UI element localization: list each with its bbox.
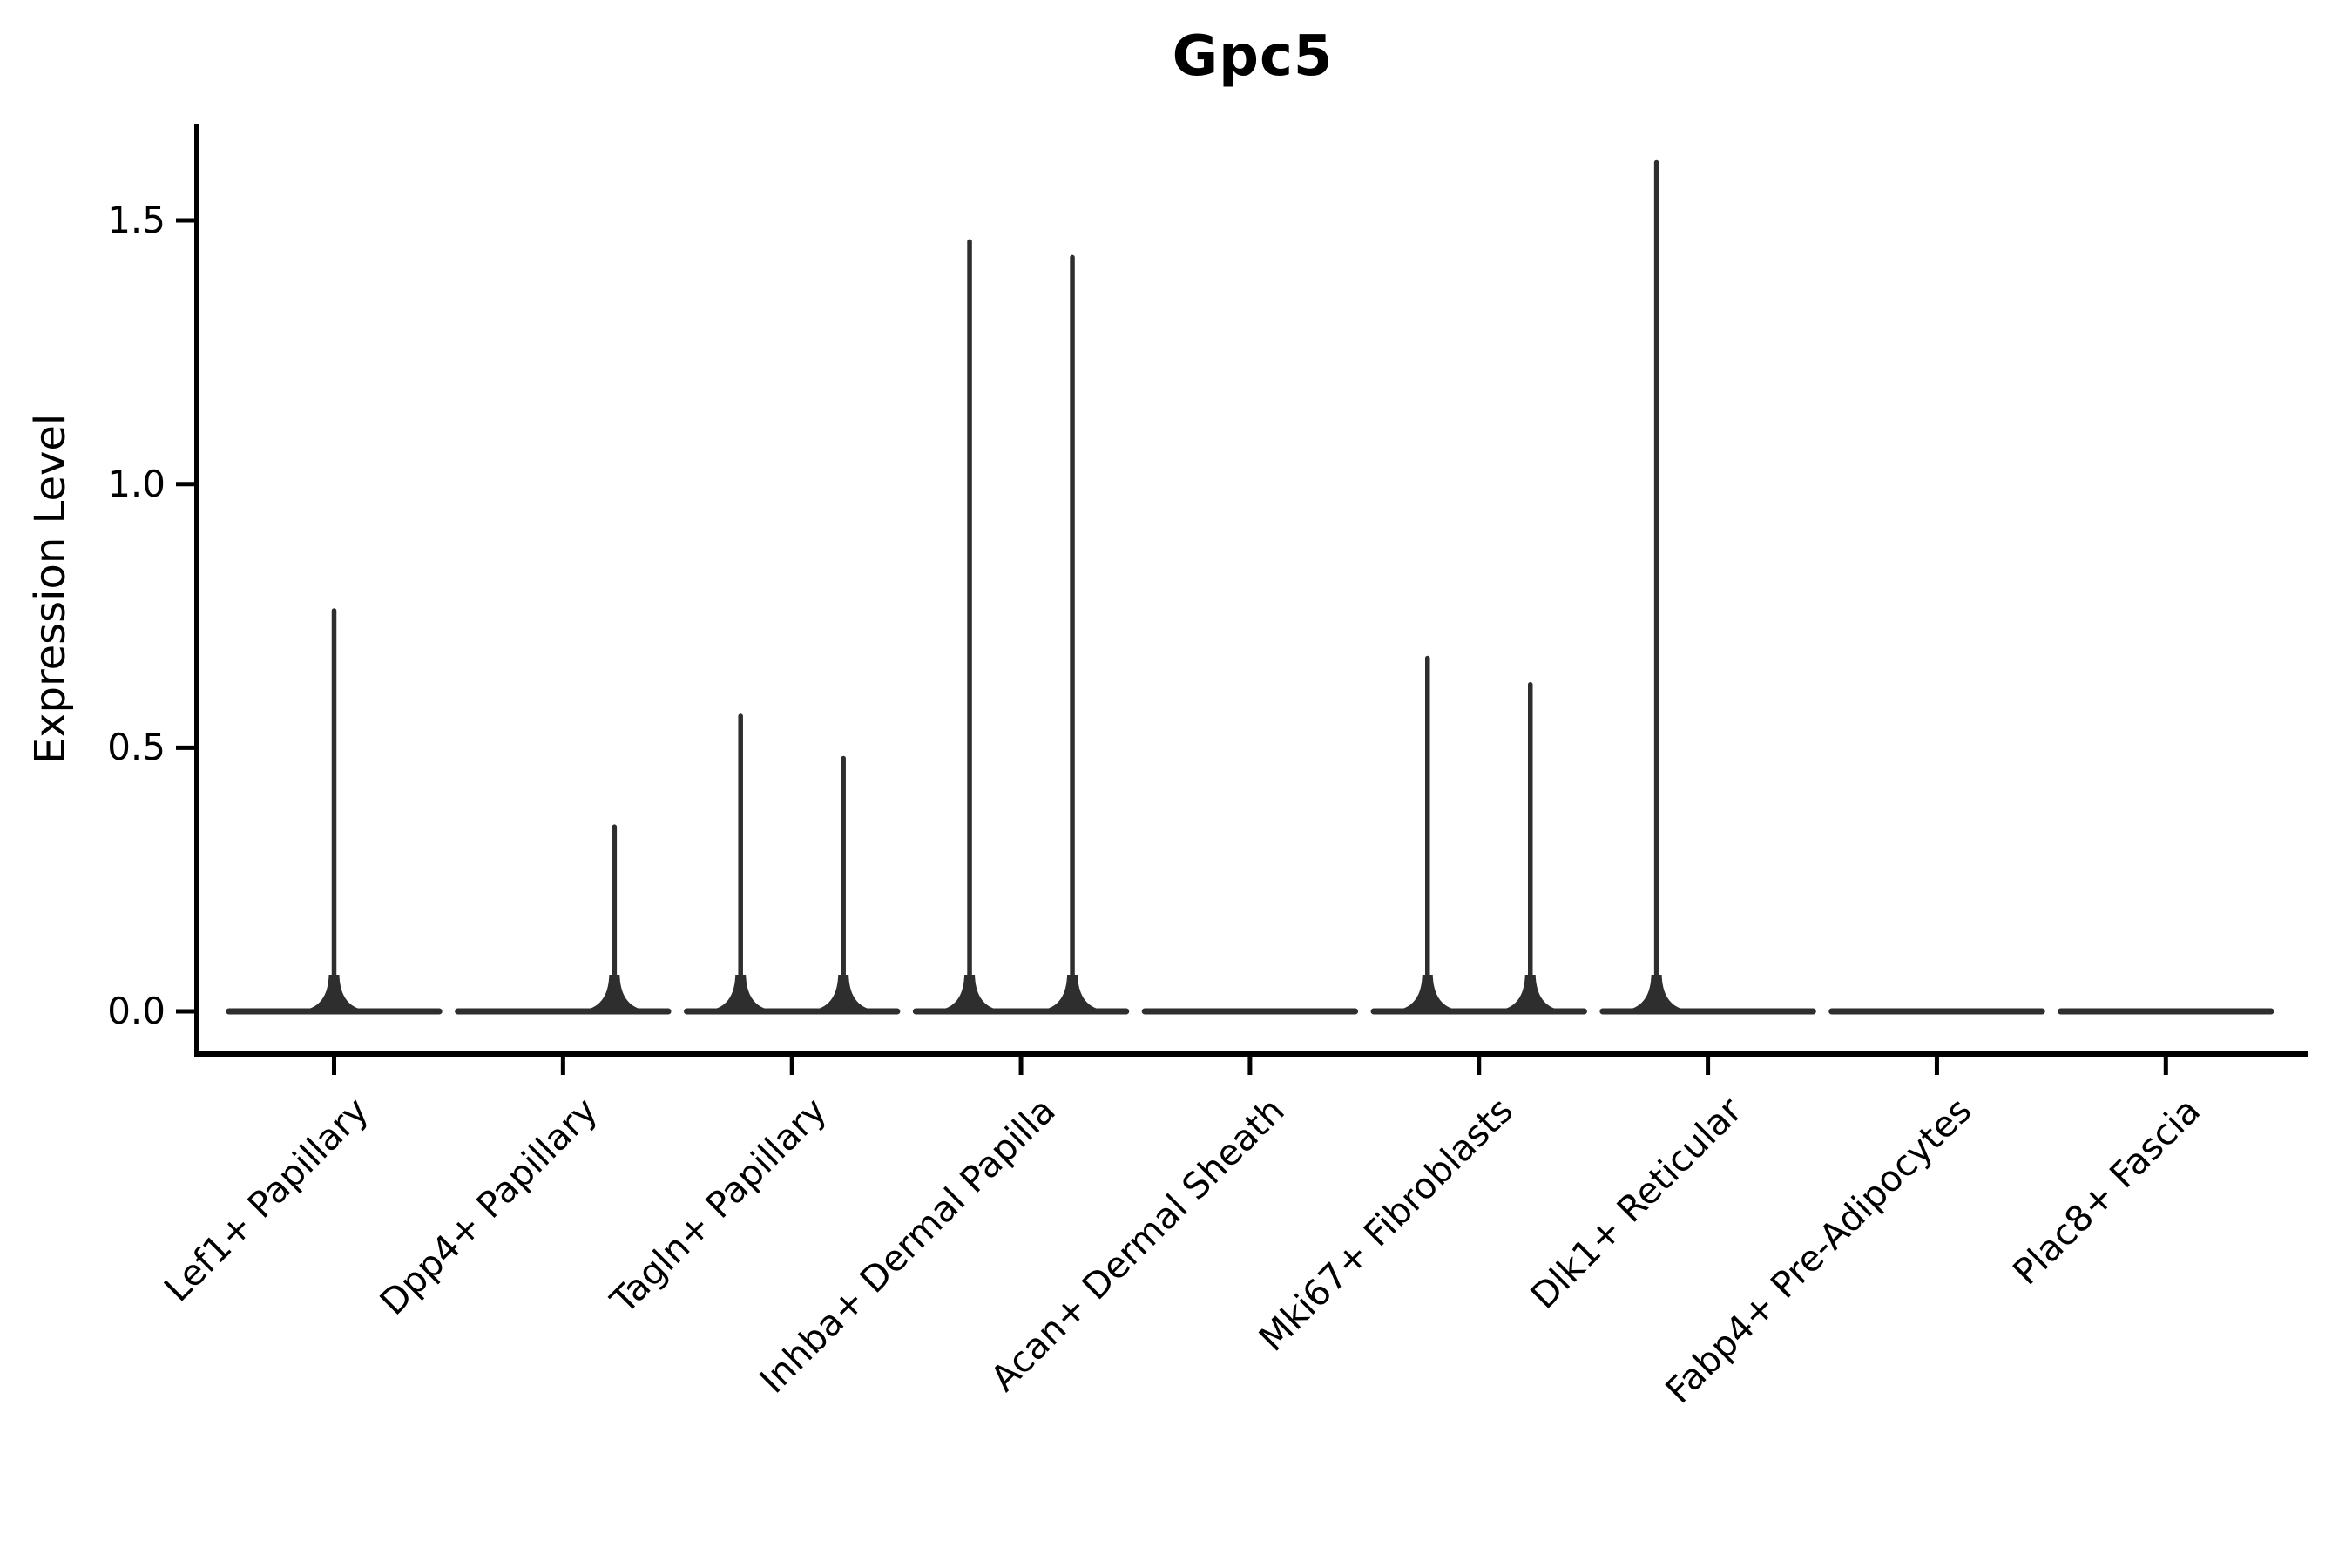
y-tick-label: 1.5 [107,199,166,242]
chart-title: Gpc5 [1172,24,1334,89]
y-tick-label: 0.0 [107,990,166,1032]
y-tick-label: 1.0 [107,462,166,505]
y-tick-label: 0.5 [107,726,166,769]
